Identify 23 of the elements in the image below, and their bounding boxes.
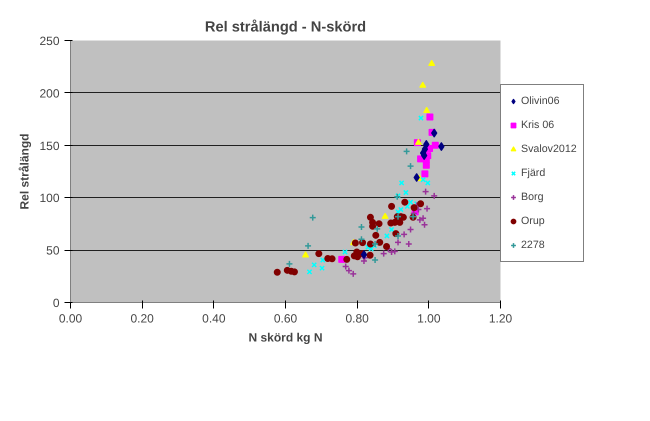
x-tick-label: 0.00 <box>58 312 83 326</box>
legend-label: Kris 06 <box>521 119 554 131</box>
legend-label: Svalov2012 <box>521 143 577 155</box>
legend-label: Orup <box>521 215 545 227</box>
chart-title: Rel strålängd - N-skörd <box>204 18 366 36</box>
legend-label: Fjärd <box>521 167 546 179</box>
y-axis-title: Rel strålängd <box>17 133 32 210</box>
y-tick-label: 50 <box>46 244 60 258</box>
x-tick-label: 0.60 <box>274 312 298 326</box>
x-tick-label: 1.00 <box>417 312 441 326</box>
y-tick-label: 100 <box>39 191 60 206</box>
x-tick-label: 0.20 <box>130 312 154 326</box>
x-tick-label: 0.80 <box>345 312 370 326</box>
x-axis-title: N skörd kg N <box>248 330 323 344</box>
x-tick-label: 1.20 <box>488 312 513 326</box>
legend-label: 2278 <box>521 239 545 251</box>
y-tick-label: 150 <box>39 138 60 153</box>
x-tick-label: 0.40 <box>202 312 226 326</box>
y-tick-label: 0 <box>52 296 60 310</box>
y-tick-label: 200 <box>39 86 60 100</box>
legend-label: Olivin06 <box>521 95 560 107</box>
y-tick-label: 250 <box>39 34 60 48</box>
legend-label: Borg <box>521 191 544 203</box>
